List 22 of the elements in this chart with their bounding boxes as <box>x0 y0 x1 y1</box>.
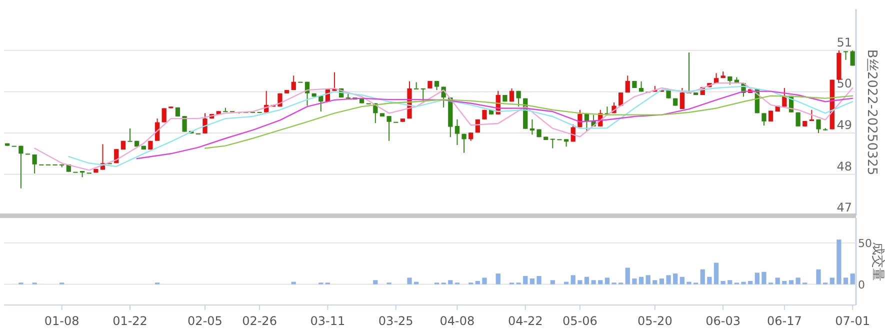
x-tick-label: 07-01 <box>835 314 870 328</box>
x-tick-label: 05-20 <box>637 314 672 328</box>
y-tick-label: 47 <box>836 200 852 215</box>
y-axis-title: B丝2022-20250325 <box>864 49 879 176</box>
x-tick-label: 04-08 <box>440 314 475 328</box>
y-tick-label: 49 <box>836 118 852 132</box>
y-tick-label: 50 <box>836 76 852 91</box>
x-tick-label: 02-05 <box>188 314 222 328</box>
x-tick-label: 04-22 <box>508 314 543 328</box>
x-tick-label: 05-06 <box>562 314 598 328</box>
x-tick-label: 01-22 <box>112 314 148 328</box>
y-tick-label: 50 <box>858 236 872 250</box>
x-tick-label: 01-08 <box>44 314 80 328</box>
x-tick-label: 02-26 <box>242 314 277 328</box>
y-axis-title: 成交量 <box>870 242 885 281</box>
x-tick-label: 03-11 <box>310 314 346 328</box>
x-tick-label: 06-03 <box>706 314 741 328</box>
x-tick-label: 06-17 <box>766 314 802 328</box>
y-tick-label: 51 <box>836 35 852 50</box>
y-tick-label: 0 <box>858 278 865 292</box>
x-tick-label: 03-25 <box>378 314 414 328</box>
y-tick-label: 48 <box>836 159 852 174</box>
